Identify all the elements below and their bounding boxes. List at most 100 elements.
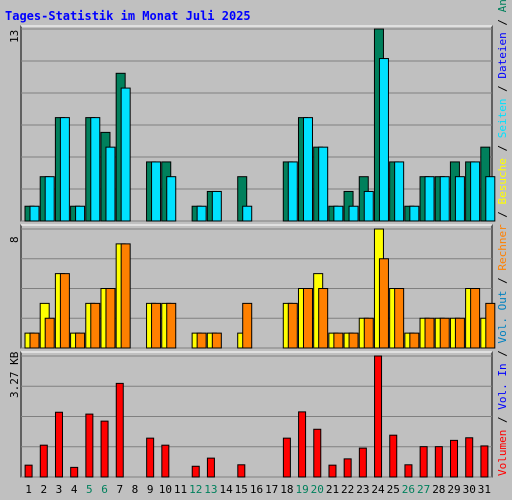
day-label-14: 14	[219, 483, 233, 496]
bar-dateien-day-30	[470, 161, 481, 222]
chart-title: Tages-Statistik im Monat Juli 2025	[5, 9, 251, 23]
side-legend-segment: /	[496, 138, 509, 158]
bar-dateien-day-13	[211, 190, 222, 222]
side-legend-segment: /	[496, 79, 509, 99]
bar-volumen-day-4	[70, 466, 79, 478]
bar-rechner-day-13	[211, 332, 222, 349]
side-legend-segment: Anfragen	[496, 0, 509, 12]
day-label-19: 19	[295, 483, 308, 496]
bar-volumen-day-24	[374, 355, 383, 478]
bar-rechner-day-20	[318, 288, 329, 349]
bar-dateien-day-20	[318, 146, 329, 222]
day-label-4: 4	[71, 483, 78, 496]
bar-rechner-day-7	[120, 243, 131, 349]
day-label-21: 21	[326, 483, 339, 496]
bar-volumen-day-31	[480, 445, 489, 478]
bar-rechner-day-28	[439, 317, 450, 349]
day-label-6: 6	[101, 483, 108, 496]
side-legend-segment: /	[496, 271, 509, 291]
day-label-3: 3	[56, 483, 63, 496]
bar-dateien-day-1	[29, 205, 40, 222]
side-legend-segment: /	[496, 410, 509, 430]
bar-dateien-day-31	[485, 176, 496, 222]
bar-rechner-day-10	[166, 302, 177, 349]
bar-volumen-day-26	[404, 464, 413, 478]
day-label-31: 31	[478, 483, 491, 496]
bar-volumen-day-13	[206, 457, 215, 478]
panel-axis-max-label: 3.27 KB	[8, 351, 21, 398]
day-label-13: 13	[204, 483, 217, 496]
bar-dateien-day-19	[302, 117, 313, 222]
side-legend-segment: Vol. Out	[496, 291, 509, 344]
day-label-18: 18	[280, 483, 293, 496]
day-label-8: 8	[132, 483, 139, 496]
side-legend-segment: Dateien	[496, 32, 509, 78]
bar-dateien-day-15	[242, 205, 253, 222]
day-axis-labels: 1 2 3 4 5 6 7 8 9 10 11 12 13 14 15 16 17 18 19 20 21 22 23 24 2…	[25, 483, 491, 496]
day-label-5: 5	[86, 483, 93, 496]
bar-volumen-day-22	[343, 458, 352, 478]
side-legend-segment: /	[496, 204, 509, 224]
side-legend-segment: /	[496, 344, 509, 364]
bar-dateien-day-5	[90, 117, 101, 222]
bar-rechner-day-24	[378, 258, 389, 349]
day-label-15: 15	[235, 483, 248, 496]
day-label-22: 22	[341, 483, 354, 496]
bar-rechner-day-18	[287, 302, 298, 349]
day-label-16: 16	[250, 483, 263, 496]
bar-volumen-day-12	[191, 465, 200, 478]
bar-volumen-day-10	[161, 444, 170, 478]
day-label-25: 25	[387, 483, 400, 496]
side-legend-segment: Volumen	[496, 430, 509, 476]
bar-volumen-day-6	[100, 420, 109, 478]
day-label-9: 9	[147, 483, 154, 496]
bar-dateien-day-29	[454, 176, 465, 222]
bar-volumen-day-9	[146, 437, 155, 478]
side-legend: Volumen / Vol. In / Vol. Out / Rechner /…	[496, 0, 509, 476]
chart-panel-2: 8	[8, 224, 496, 349]
bar-rechner-day-26	[409, 332, 420, 349]
chart-panels: 13 8 3.27 KB	[8, 25, 496, 478]
bar-dateien-day-21	[333, 205, 344, 222]
bar-volumen-day-30	[465, 437, 474, 478]
chart-panel-3: 3.27 KB	[8, 351, 493, 478]
bar-rechner-day-29	[454, 317, 465, 349]
bar-rechner-day-5	[90, 302, 101, 349]
bar-volumen-day-28	[434, 446, 443, 478]
bar-volumen-day-2	[39, 444, 48, 478]
panel-axis-max-label: 13	[8, 30, 21, 43]
bar-dateien-day-22	[348, 205, 359, 222]
day-label-11: 11	[174, 483, 187, 496]
bar-dateien-day-18	[287, 161, 298, 222]
day-label-23: 23	[356, 483, 369, 496]
bar-volumen-day-5	[85, 413, 94, 478]
day-label-27: 27	[417, 483, 430, 496]
bar-rechner-day-21	[333, 332, 344, 349]
day-label-17: 17	[265, 483, 278, 496]
day-label-7: 7	[116, 483, 123, 496]
bar-rechner-day-3	[59, 273, 70, 349]
bar-dateien-day-26	[409, 205, 420, 222]
bar-rechner-day-19	[302, 288, 313, 349]
day-label-12: 12	[189, 483, 202, 496]
bar-rechner-day-4	[75, 332, 86, 349]
day-label-28: 28	[432, 483, 445, 496]
panel-axis-max-label: 8	[8, 236, 21, 243]
side-legend-segment: Vol. In	[496, 363, 509, 409]
bar-volumen-day-25	[389, 434, 398, 478]
bar-rechner-day-30	[470, 288, 481, 349]
day-label-10: 10	[159, 483, 172, 496]
day-label-20: 20	[311, 483, 324, 496]
bar-rechner-day-6	[105, 288, 116, 349]
bar-dateien-day-7	[120, 87, 131, 222]
bar-volumen-day-20	[313, 428, 322, 478]
bar-volumen-day-18	[282, 437, 291, 478]
bar-dateien-day-28	[439, 176, 450, 222]
bar-rechner-day-12	[196, 332, 207, 349]
bar-volumen-day-3	[54, 411, 63, 478]
day-label-2: 2	[40, 483, 47, 496]
bar-rechner-day-1	[29, 332, 40, 349]
bar-volumen-day-1	[24, 464, 33, 478]
day-label-1: 1	[25, 483, 32, 496]
